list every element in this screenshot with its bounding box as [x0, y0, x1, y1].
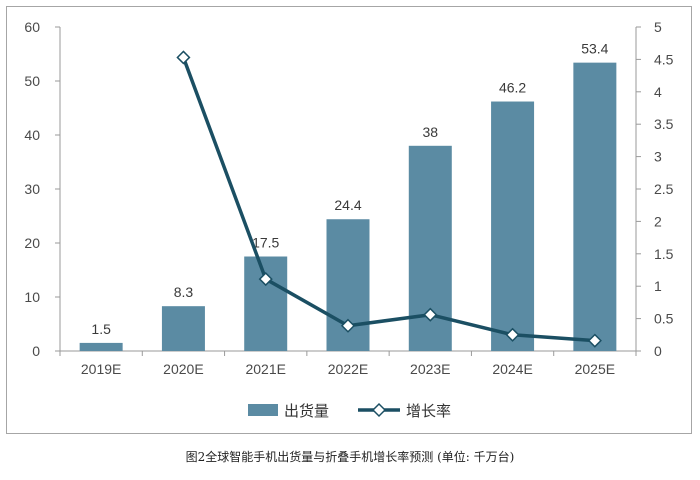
x-tick-label: 2025E: [575, 361, 615, 377]
y-right-tick-label: 3.5: [654, 116, 674, 132]
bar: [161, 306, 205, 351]
x-tick-label: 2022E: [328, 361, 368, 377]
bar: [244, 256, 288, 351]
y-right-tick-label: 4: [654, 84, 662, 100]
bar-data-label: 1.5: [91, 321, 111, 337]
y-right-tick-label: 2: [654, 213, 662, 229]
y-right-tick-label: 2.5: [654, 181, 674, 197]
y-right-tick-label: 1.5: [654, 246, 674, 262]
x-tick-label: 2023E: [410, 361, 450, 377]
y-left-tick-label: 20: [24, 235, 40, 251]
y-right-tick-label: 0: [654, 343, 662, 359]
bar-data-label: 24.4: [334, 197, 361, 213]
x-tick-label: 2019E: [81, 361, 121, 377]
line-point-marker: [587, 333, 602, 348]
bar: [491, 101, 535, 352]
axes: 0 10 20 30 40 50 60 0 0.5 1 1.5 2 2.5 3 3.5 4 4.5 5 2019E 2…: [24, 19, 673, 377]
y-left-tick-label: 10: [24, 289, 40, 305]
bar-data-label: 53.4: [581, 41, 608, 57]
y-left-tick-label: 30: [24, 181, 40, 197]
legend-label-bar: 出货量: [284, 402, 329, 420]
y-left-tick-label: 50: [24, 73, 40, 89]
bar-data-label: 46.2: [499, 80, 526, 96]
y-left-tick-label: 60: [24, 19, 40, 35]
line-path: [181, 56, 595, 343]
line-point-marker: [340, 318, 356, 333]
bar-data-label: 38: [422, 124, 438, 140]
y-right-tick-label: 5: [654, 19, 662, 35]
y-right-tick-label: 3: [654, 149, 662, 165]
y-right-tick-label: 0.5: [654, 311, 674, 327]
line-point-marker: [505, 327, 520, 342]
legend-label-line: 增长率: [406, 402, 451, 420]
y-right-tick-label: 1: [654, 278, 662, 294]
x-tick-label: 2024E: [492, 361, 532, 377]
y-left-tick-label: 0: [32, 343, 40, 359]
line-point-marker: [176, 50, 191, 65]
x-tick-label: 2020E: [163, 361, 203, 377]
y-right-tick-label: 4.5: [654, 51, 674, 67]
bar-data-label: 17.5: [252, 235, 279, 251]
legend-swatch-bar: [248, 404, 278, 416]
bar-data-label: 8.3: [174, 284, 194, 300]
figure-caption: 图2全球智能手机出货量与折叠手机增长率预测 (单位: 千万台): [185, 450, 515, 464]
legend: 出货量 增长率: [248, 402, 451, 420]
bar: [573, 62, 617, 351]
legend-marker-line: [371, 402, 387, 418]
bar: [79, 342, 123, 351]
bar-data-labels: 1.5 8.3 17.5 24.4 38 46.2 53.4: [91, 41, 608, 337]
x-tick-label: 2021E: [245, 361, 285, 377]
chart-area: 0 10 20 30 40 50 60 0 0.5 1 1.5 2 2.5 3 3.5 4 4.5 5 2019E 2…: [24, 19, 673, 420]
line-series: [176, 50, 602, 348]
line-point-marker: [423, 307, 438, 322]
line-point-marker: [258, 272, 273, 287]
y-left-tick-label: 40: [24, 127, 40, 143]
